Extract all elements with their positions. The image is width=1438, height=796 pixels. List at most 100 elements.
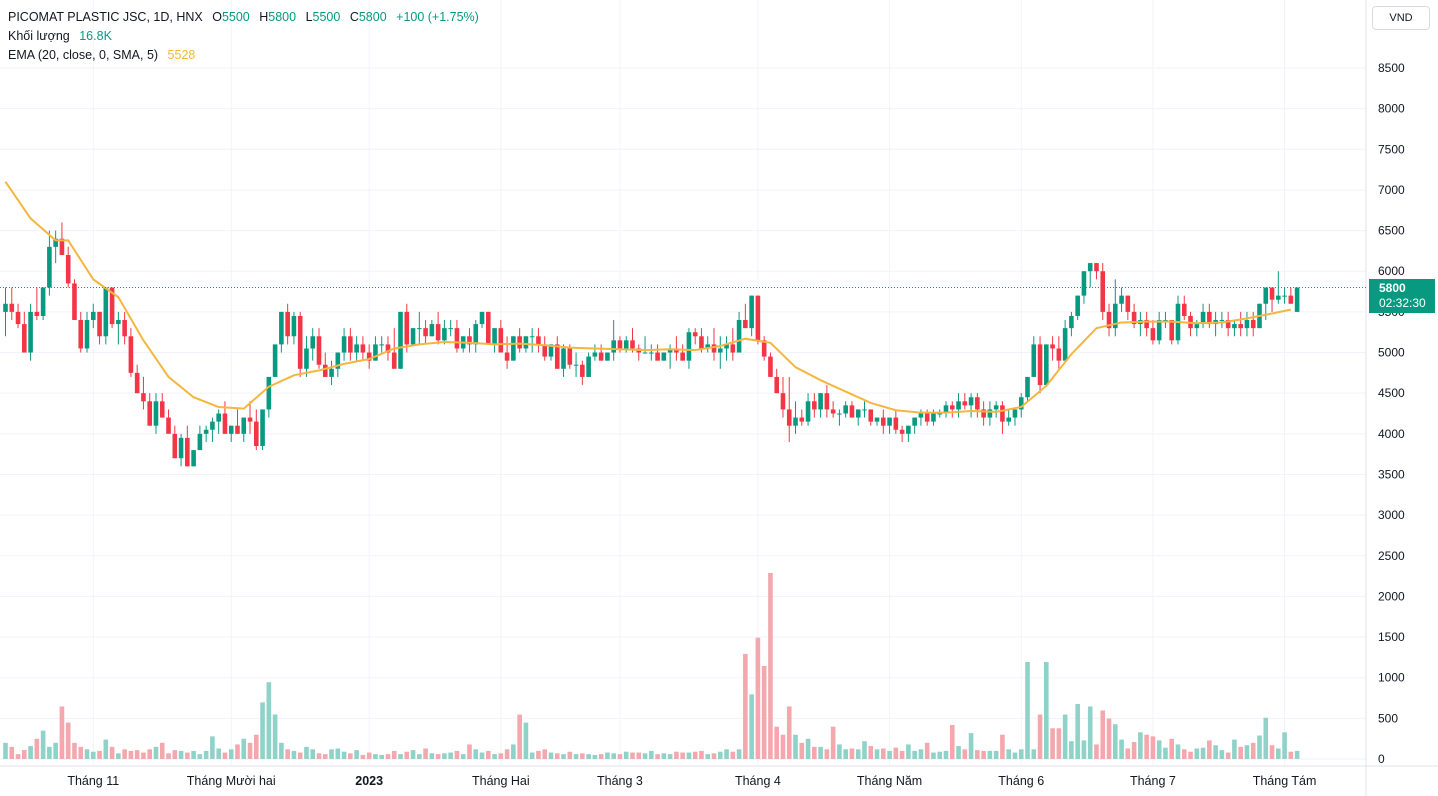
volume-bar [1200,747,1206,759]
candle-body [410,328,416,345]
legend-volume-row[interactable]: Khối lượng 16.8K [8,27,479,46]
volume-bar [78,746,84,759]
candle-body [291,315,297,337]
volume-bar [617,754,623,759]
price-tick-label: 500 [1378,711,1398,725]
ema-line [4,181,1292,414]
price-axis[interactable]: 0 500 1000 1500 2000 2500 3000 3500 4000 4500 5000… [1378,61,1405,766]
volume-bar [15,754,21,759]
candle-body [862,409,867,411]
candle-body [561,348,566,369]
volume-bar [680,752,685,759]
candle-body [141,393,146,402]
candle-body [103,287,109,337]
candlesticks [3,222,1300,467]
candle-body [736,320,742,353]
candle-body [987,409,993,418]
time-axis[interactable]: Tháng 11 Tháng Mười hai 2023 Tháng Hai Tháng… [67,774,1316,788]
volume-bar [717,751,723,759]
candle-body [849,405,855,418]
volume-bar [128,750,134,759]
price-tick-label: 3000 [1378,508,1405,522]
price-tick-label: 6000 [1378,264,1405,278]
candle-body [642,352,648,354]
candle-body [1232,324,1237,329]
candle-body [467,336,472,345]
volume-bar [1031,749,1037,759]
volume-bar [1250,742,1256,759]
volume-bar [134,750,140,759]
candle-body [373,344,378,361]
candle-body [943,405,949,414]
candle-body [166,417,171,434]
candle-body [90,311,96,321]
candle-body [1288,295,1294,304]
volume-bar [542,749,548,759]
volume-bar [1075,704,1080,759]
candle-body [322,364,328,377]
time-tick-label: Tháng 7 [1130,774,1176,788]
candle-body [699,336,704,349]
candle-body [793,417,798,426]
candle-body [1276,295,1281,300]
candle-body [9,303,15,312]
candle-body [837,413,842,415]
last-price-tag: 5800 02:32:30 [1369,279,1435,313]
candle-body [65,254,71,284]
candle-body [1031,344,1037,377]
price-tick-label: 6500 [1378,224,1405,238]
volume-bar [630,752,635,759]
candle-body [623,340,629,349]
volume-bar [297,752,303,759]
candle-body [1219,320,1225,322]
candle-body [542,344,548,357]
volume-bar [1225,752,1231,759]
candle-body [216,413,221,422]
candle-body [962,401,968,406]
volume-bar [862,741,867,759]
candle-body [1106,311,1112,329]
volume-bar [1150,736,1156,759]
candle-body [774,376,780,394]
candle-body [1069,315,1074,329]
volume-bar [247,742,253,759]
legend-symbol-row[interactable]: PICOMAT PLASTIC JSC, 1D, HNX O5500 H5800… [8,8,479,27]
volume-bar [893,747,899,759]
candle-body [749,295,754,329]
volume-bar [554,753,560,759]
candle-body [567,348,573,365]
candle-body [504,352,510,361]
volume-bar [837,744,842,759]
volume-bar [310,749,316,759]
candle-body [423,328,428,337]
legend-high-label: H [259,10,269,24]
volume-bar [705,754,711,759]
candle-body [335,352,341,369]
time-tick-label: Tháng Năm [857,774,922,788]
volume-bar [987,750,993,759]
candle-body [1050,344,1055,349]
candle-body [266,376,272,410]
volume-bar [1144,734,1149,759]
candle-body [1225,320,1231,329]
volume-bar [467,744,472,759]
currency-button[interactable]: VND [1372,6,1430,30]
volume-bar [9,746,15,759]
volume-bar [743,653,748,759]
candle-body [1169,320,1175,341]
candle-body [724,344,729,349]
candle-body [554,344,560,369]
volume-bars [3,573,1300,759]
volume-bar [768,573,773,759]
legend-ema-row[interactable]: EMA (20, close, 0, SMA, 5) 5528 [8,46,479,65]
volume-bar [147,749,153,759]
candle-body [172,433,178,459]
volume-bar [975,750,980,759]
candle-body [1100,271,1106,312]
volume-bar [178,750,184,759]
candle-body [28,311,33,353]
candle-body [235,425,240,434]
volume-bar [153,746,159,759]
